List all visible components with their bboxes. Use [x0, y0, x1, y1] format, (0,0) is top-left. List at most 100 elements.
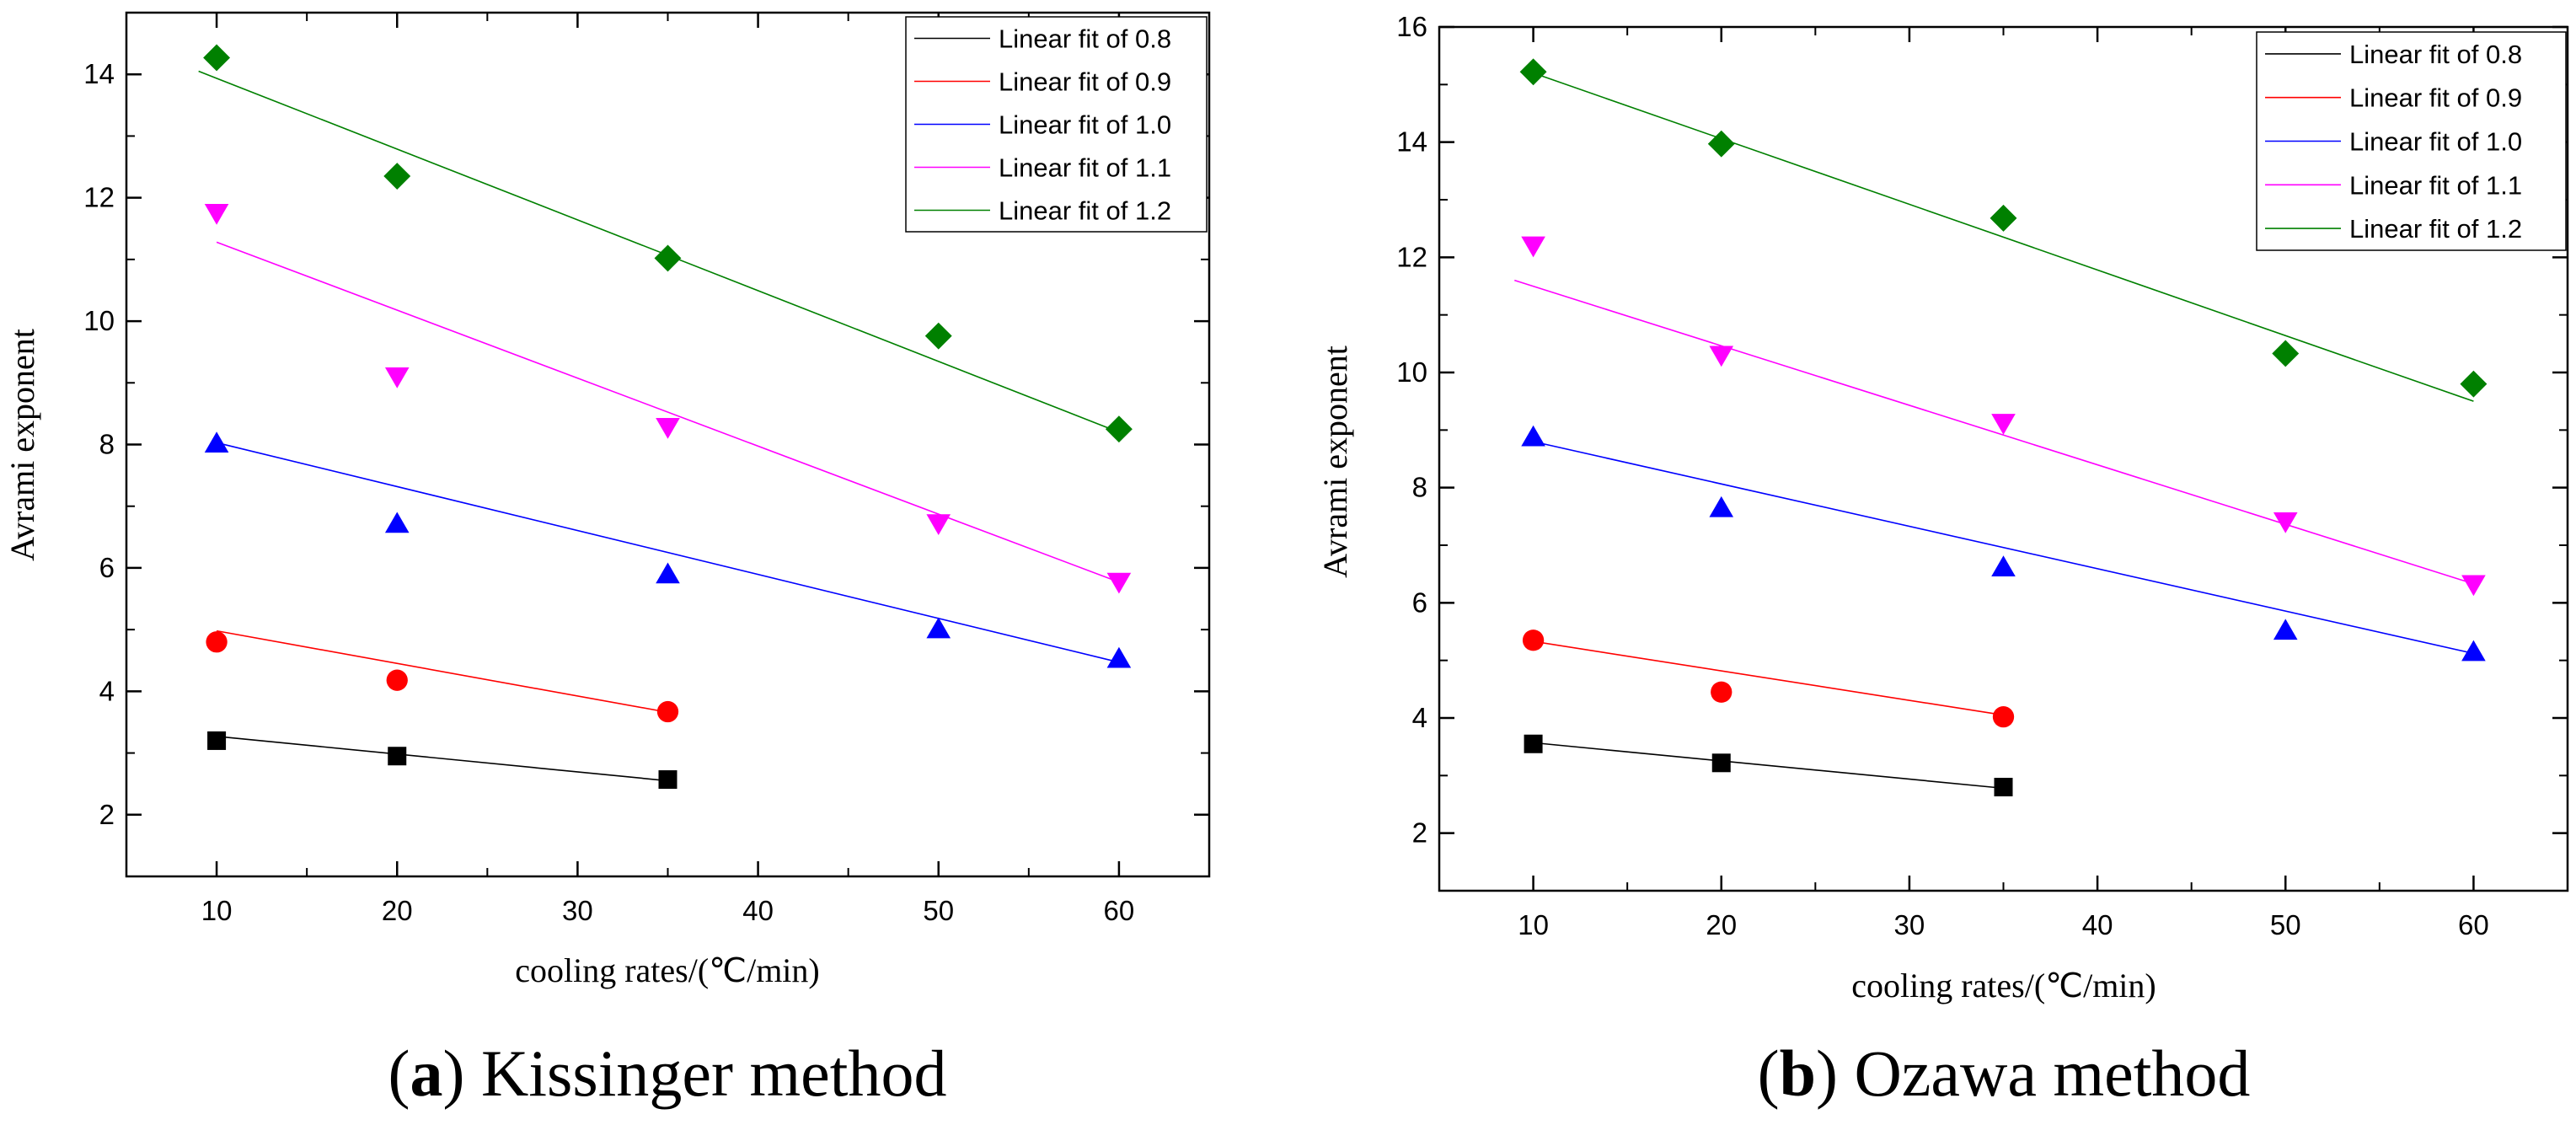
square-marker — [1524, 734, 1543, 753]
caption-letter: a — [410, 1037, 443, 1110]
diamond-marker — [1105, 415, 1133, 443]
fit-line-1.1 — [216, 241, 1120, 583]
x-tick-label: 20 — [1706, 909, 1737, 940]
x-axis-title: cooling rates/(℃/min) — [1851, 967, 2156, 1004]
y-axis-title: Avrami exponent — [1316, 346, 1354, 578]
series-0.9 — [1522, 629, 2015, 728]
y-tick-label: 4 — [1412, 702, 1427, 733]
triangle-up-marker — [1106, 646, 1132, 668]
triangle-down-marker — [2461, 575, 2486, 597]
fit-line-0.8 — [1533, 742, 2004, 790]
caption-paren: ( — [1758, 1037, 1780, 1110]
caption-paren: ( — [388, 1037, 410, 1110]
diamond-marker — [924, 322, 952, 350]
triangle-down-marker — [1991, 414, 2016, 435]
series-1.2 — [198, 44, 1133, 443]
panel-caption: (a) Kissinger method — [388, 1037, 947, 1110]
legend-label-1.0: Linear fit of 1.0 — [999, 110, 1171, 140]
panel-caption: (b) Ozawa method — [1758, 1037, 2251, 1110]
legend-label-0.9: Linear fit of 0.9 — [999, 67, 1171, 97]
x-tick-label: 10 — [1518, 909, 1549, 940]
square-marker — [1994, 778, 2013, 796]
diamond-marker — [2460, 370, 2488, 398]
x-tick-label: 60 — [2458, 909, 2489, 940]
series-0.8 — [207, 731, 677, 790]
circle-marker — [206, 631, 228, 653]
caption-title: Ozawa method — [1838, 1037, 2250, 1110]
y-tick-label: 8 — [99, 429, 115, 460]
legend-label-1.1: Linear fit of 1.1 — [999, 153, 1171, 183]
y-axis-title: Avrami exponent — [3, 329, 41, 561]
y-tick-label: 16 — [1396, 11, 1427, 42]
fit-line-0.9 — [1533, 640, 2004, 716]
square-marker — [658, 770, 677, 790]
legend-label-1.0: Linear fit of 1.0 — [2349, 127, 2522, 157]
triangle-down-marker — [204, 203, 229, 225]
triangle-up-marker — [1521, 425, 1545, 447]
triangle-up-marker — [656, 562, 680, 584]
triangle-down-marker — [1709, 346, 1734, 367]
chart-panel-b: 10 20 30 40 50 60 2 4 6 8 10 12 14 16 Linear fit of 0.… — [1316, 11, 2569, 1110]
y-tick-label: 6 — [99, 552, 115, 583]
y-tick-label: 4 — [99, 675, 115, 706]
circle-marker — [1992, 705, 2015, 728]
diamond-marker — [654, 244, 682, 272]
triangle-up-marker — [2461, 640, 2486, 662]
series-1.0 — [204, 431, 1132, 668]
x-tick-label: 20 — [382, 895, 413, 926]
triangle-down-marker — [384, 367, 410, 388]
series-1.1 — [204, 203, 1132, 594]
y-tick-label: 12 — [1396, 241, 1427, 272]
y-tick-label: 10 — [1396, 356, 1427, 388]
x-tick-label: 60 — [1104, 895, 1135, 926]
circle-marker — [1522, 629, 1545, 651]
y-tick-label: 14 — [1396, 126, 1427, 158]
diamond-marker — [1707, 130, 1735, 158]
y-tick-label: 2 — [99, 799, 115, 830]
y-tick-label: 12 — [83, 182, 115, 213]
x-tick-label: 40 — [2082, 909, 2113, 940]
circle-marker — [656, 700, 679, 723]
diamond-marker — [1990, 204, 2017, 232]
fit-line-1.0 — [1533, 441, 2474, 655]
y-tick-label: 6 — [1412, 587, 1427, 618]
square-marker — [388, 747, 407, 766]
y-tick-label: 8 — [1412, 472, 1427, 503]
triangle-up-marker — [1709, 496, 1734, 517]
circle-marker — [386, 669, 408, 691]
diamond-marker — [383, 163, 411, 190]
y-tick-label: 14 — [83, 58, 115, 89]
x-tick-label: 50 — [923, 895, 954, 926]
triangle-up-marker — [384, 512, 410, 533]
legend-label-1.2: Linear fit of 1.2 — [999, 196, 1171, 226]
triangle-up-marker — [2273, 619, 2298, 640]
series-0.8 — [1524, 734, 2013, 796]
triangle-up-marker — [204, 431, 229, 453]
x-tick-label: 30 — [1894, 909, 1925, 940]
triangle-down-marker — [926, 514, 951, 535]
y-tick-label: 10 — [83, 305, 115, 336]
square-marker — [207, 731, 227, 750]
legend: Linear fit of 0.8 Linear fit of 0.9 Linear… — [905, 16, 1208, 233]
caption-paren: ) — [443, 1037, 465, 1110]
series-0.9 — [206, 629, 679, 723]
triangle-down-marker — [2273, 512, 2298, 533]
diamond-marker — [203, 44, 231, 72]
diamond-marker — [1519, 58, 1547, 86]
legend-label-1.2: Linear fit of 1.2 — [2349, 214, 2522, 244]
x-axis-title: cooling rates/(℃/min) — [515, 951, 820, 989]
triangle-up-marker — [926, 617, 951, 639]
triangle-up-marker — [1991, 555, 2016, 576]
x-tick-label: 40 — [742, 895, 774, 926]
fit-line-0.9 — [216, 629, 668, 714]
caption-title: Kissinger method — [465, 1037, 947, 1110]
legend-label-0.8: Linear fit of 0.8 — [2349, 40, 2522, 69]
series-1.0 — [1521, 425, 2486, 662]
x-tick-label: 10 — [201, 895, 233, 926]
triangle-down-marker — [656, 418, 680, 439]
legend: Linear fit of 0.8 Linear fit of 0.9 Linear… — [2256, 31, 2567, 251]
fit-line-1.1 — [1514, 279, 2474, 585]
x-tick-label: 50 — [2270, 909, 2301, 940]
